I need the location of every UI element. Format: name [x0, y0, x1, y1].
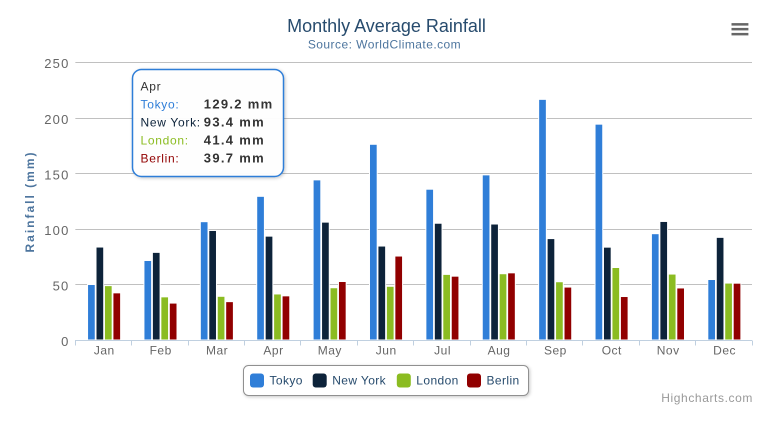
svg-text:129.2 mm: 129.2 mm — [204, 96, 274, 111]
svg-text:Oct: Oct — [602, 343, 622, 357]
svg-text:Tokyo: Tokyo — [270, 374, 303, 388]
svg-text:50: 50 — [53, 279, 70, 294]
svg-text:100: 100 — [44, 223, 69, 238]
svg-text:Apr: Apr — [141, 79, 162, 93]
svg-text:Source: WorldClimate.com: Source: WorldClimate.com — [308, 38, 461, 52]
svg-text:Highcharts.com: Highcharts.com — [661, 391, 753, 405]
svg-text:Feb: Feb — [150, 343, 172, 357]
svg-text:Jun: Jun — [376, 343, 397, 357]
svg-text:Apr: Apr — [263, 343, 283, 357]
svg-text:39.7 mm: 39.7 mm — [204, 150, 265, 165]
svg-text:Sep: Sep — [544, 343, 567, 357]
svg-text:Berlin:: Berlin: — [141, 151, 180, 165]
svg-text:Monthly Average Rainfall: Monthly Average Rainfall — [287, 16, 486, 36]
svg-text:93.4 mm: 93.4 mm — [204, 114, 265, 129]
svg-text:Mar: Mar — [206, 343, 228, 357]
svg-text:Tokyo:: Tokyo: — [141, 97, 180, 111]
svg-text:Berlin: Berlin — [487, 374, 520, 388]
svg-text:150: 150 — [44, 167, 69, 182]
svg-text:200: 200 — [44, 112, 69, 127]
svg-text:Aug: Aug — [488, 343, 511, 357]
svg-text:250: 250 — [44, 56, 69, 71]
svg-text:London:: London: — [141, 133, 189, 147]
svg-text:London: London — [416, 374, 458, 388]
svg-text:New York: New York — [332, 374, 386, 388]
svg-text:New York:: New York: — [141, 115, 201, 129]
svg-text:May: May — [318, 343, 342, 357]
svg-text:Jan: Jan — [94, 343, 115, 357]
svg-text:Jul: Jul — [434, 343, 451, 357]
svg-text:Nov: Nov — [657, 343, 680, 357]
svg-text:Rainfall (mm): Rainfall (mm) — [23, 150, 37, 252]
svg-text:0: 0 — [61, 334, 69, 349]
svg-text:Dec: Dec — [713, 343, 736, 357]
svg-text:41.4 mm: 41.4 mm — [204, 132, 265, 147]
